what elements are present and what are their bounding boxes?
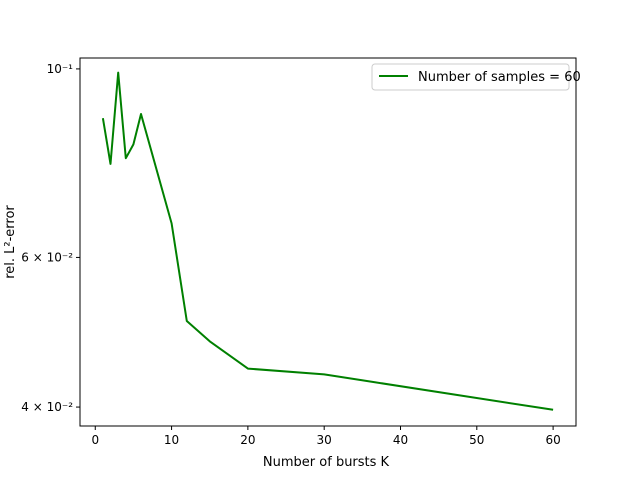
- x-axis-title: Number of bursts K: [263, 455, 390, 470]
- y-tick-label: 6 × 10⁻²: [21, 250, 73, 264]
- x-tick-label: 0: [91, 433, 99, 447]
- x-tick-label: 60: [545, 433, 560, 447]
- x-tick-label: 30: [317, 433, 332, 447]
- x-tick-label: 10: [164, 433, 179, 447]
- y-axis: 4 × 10⁻² 6 × 10⁻² 10⁻¹: [21, 62, 80, 414]
- y-tick-label: 4 × 10⁻²: [21, 400, 73, 414]
- x-tick-label: 40: [393, 433, 408, 447]
- y-axis-title: rel. L²-error: [3, 205, 18, 279]
- legend-label: Number of samples = 60: [418, 70, 581, 85]
- x-tick-label: 50: [469, 433, 484, 447]
- plot-area: [80, 58, 576, 426]
- y-tick-label: 10⁻¹: [47, 62, 74, 76]
- legend: Number of samples = 60: [372, 64, 581, 90]
- x-tick-label: 20: [240, 433, 255, 447]
- x-axis: 0 10 20 30 40 50 60: [91, 426, 560, 447]
